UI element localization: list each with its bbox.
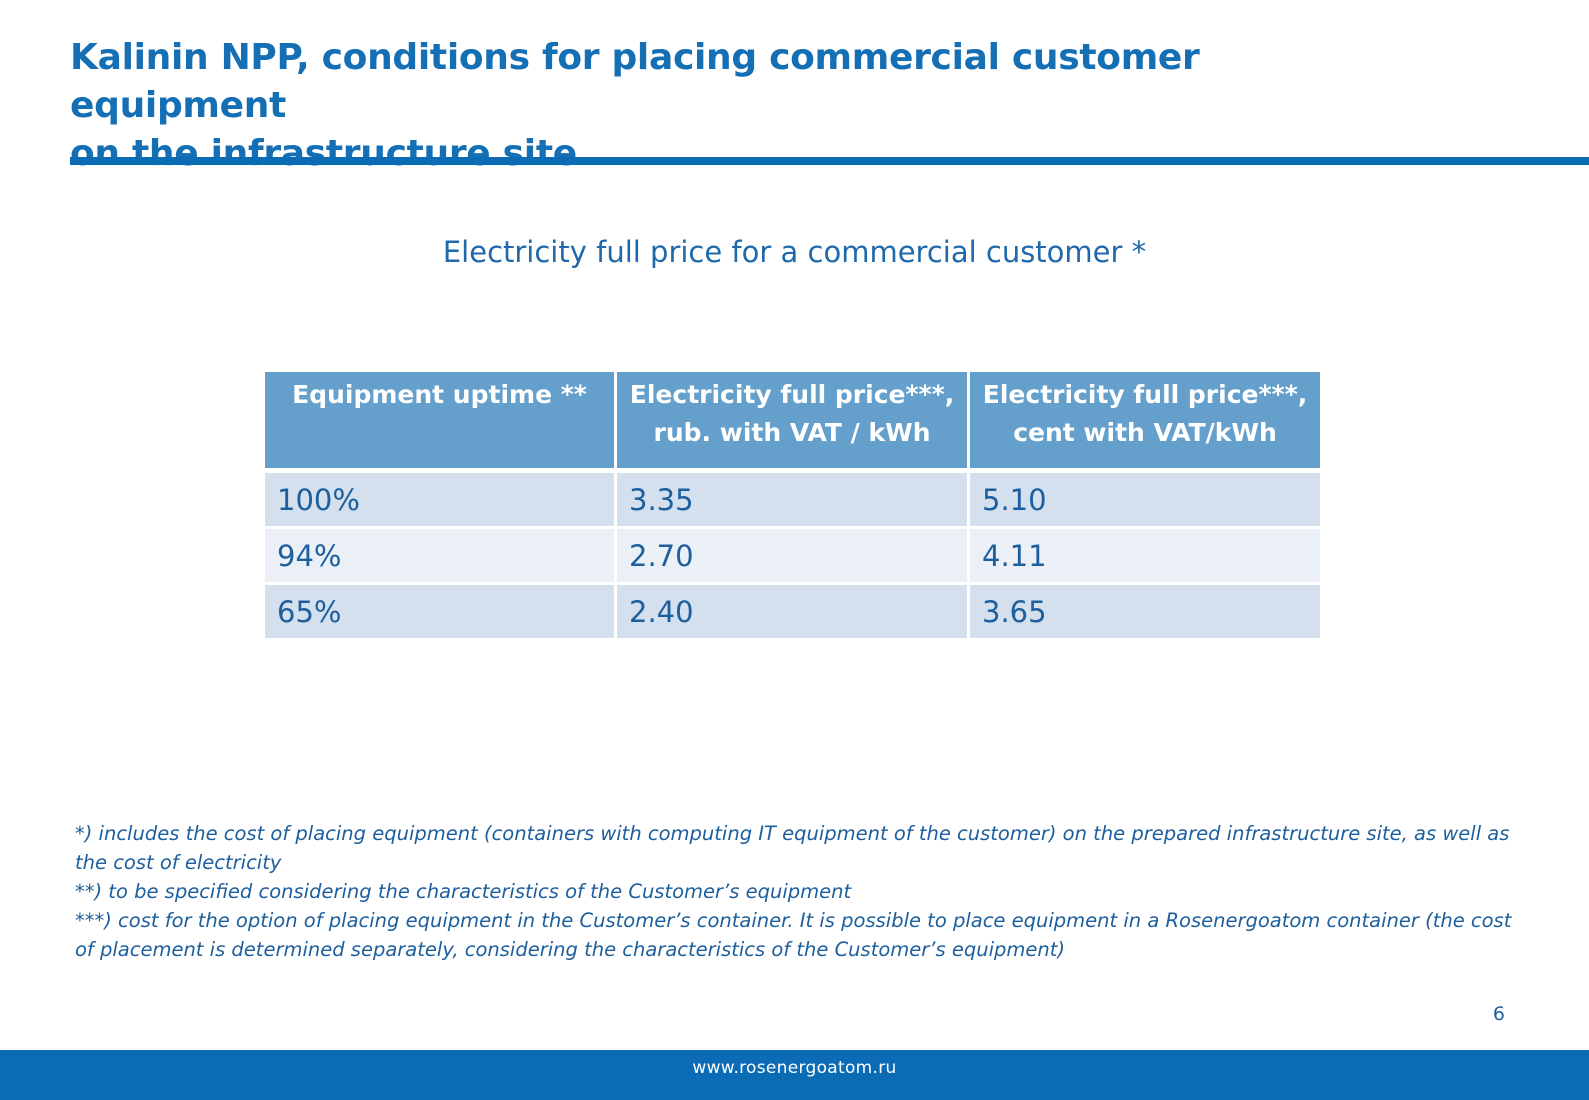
title-divider <box>70 157 1589 165</box>
page-number: 6 <box>1492 1003 1505 1025</box>
table-row: 65% 2.40 3.65 <box>262 582 1323 641</box>
header-price-rub-line1: Electricity full price***, <box>629 380 955 409</box>
header-price-cent-line2: cent with VAT/kWh <box>1013 418 1277 447</box>
table-caption: Electricity full price for a commercial … <box>442 235 1147 269</box>
table-header-row: Equipment uptime ** Electricity full pri… <box>262 369 1323 473</box>
footer-bar: www.rosenergoatom.ru <box>0 1050 1589 1100</box>
price-table: Equipment uptime ** Electricity full pri… <box>262 369 1323 641</box>
header-price-cent-line1: Electricity full price***, <box>982 380 1308 409</box>
header-price-rub-line2: rub. with VAT / kWh <box>653 418 931 447</box>
footnote-2: **) to be specified considering the char… <box>75 880 852 903</box>
header-price-cent: Electricity full price***, cent with VAT… <box>967 369 1323 473</box>
footnote-1: *) includes the cost of placing equipmen… <box>75 822 1510 874</box>
footnotes: *) includes the cost of placing equipmen… <box>75 819 1515 964</box>
slide-title: Kalinin NPP, conditions for placing comm… <box>70 34 1370 178</box>
cell-uptime: 94% <box>262 526 617 585</box>
header-uptime: Equipment uptime ** <box>262 369 617 473</box>
table-row: 94% 2.70 4.11 <box>262 526 1323 585</box>
cell-price-cent: 4.11 <box>967 526 1323 585</box>
cell-price-rub: 3.35 <box>614 469 970 529</box>
cell-price-cent: 5.10 <box>967 469 1323 529</box>
cell-price-rub: 2.40 <box>614 582 970 641</box>
table-row: 100% 3.35 5.10 <box>262 469 1323 529</box>
slide-title-line1: Kalinin NPP, conditions for placing comm… <box>70 37 1200 126</box>
footer-website-link[interactable]: www.rosenergoatom.ru <box>692 1058 897 1078</box>
cell-price-cent: 3.65 <box>967 582 1323 641</box>
slide-title-line2: on the infrastructure site <box>70 133 577 174</box>
header-price-rub: Electricity full price***, rub. with VAT… <box>614 369 970 473</box>
cell-price-rub: 2.70 <box>614 526 970 585</box>
cell-uptime: 65% <box>262 582 617 641</box>
footnote-3: ***) cost for the option of placing equi… <box>75 909 1512 961</box>
cell-uptime: 100% <box>262 469 617 529</box>
